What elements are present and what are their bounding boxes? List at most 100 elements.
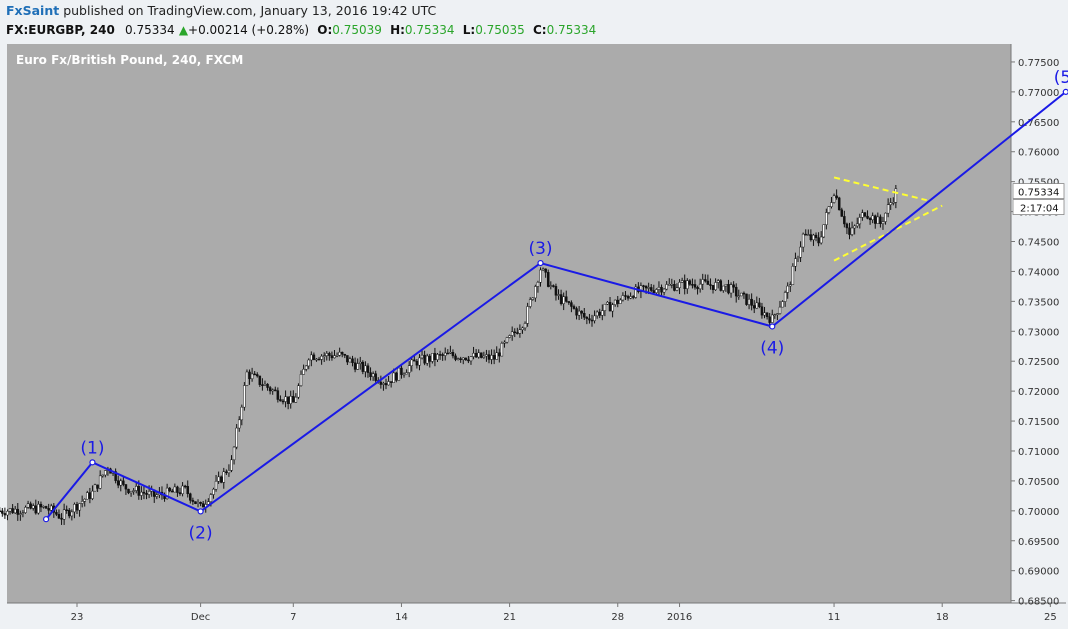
candle-body xyxy=(629,296,632,299)
candle-body xyxy=(786,285,789,293)
candle-body xyxy=(621,295,625,301)
candle-body xyxy=(510,331,514,336)
high-value: 0.75334 xyxy=(404,23,455,37)
candle-body xyxy=(8,508,12,512)
candle-body xyxy=(124,484,128,490)
candle-body xyxy=(346,355,349,363)
plot-area[interactable] xyxy=(7,44,1011,603)
candle-body xyxy=(325,353,329,356)
candle-body xyxy=(250,373,254,380)
candle-body xyxy=(879,216,882,225)
candle-body xyxy=(68,509,71,517)
candle-body xyxy=(590,319,594,322)
candle-body xyxy=(706,280,710,285)
candle-body xyxy=(840,209,844,217)
candle-body xyxy=(688,280,692,285)
candle-body xyxy=(261,384,264,386)
wave-point-handle[interactable] xyxy=(537,259,544,267)
wave-point-handle[interactable] xyxy=(1062,88,1068,95)
candle-body xyxy=(693,284,697,288)
candle-body xyxy=(804,233,807,236)
candle-body xyxy=(606,301,609,305)
candle-body xyxy=(235,427,238,448)
candle-body xyxy=(765,312,769,318)
candle-body xyxy=(886,204,890,214)
triangle-trendline[interactable] xyxy=(833,176,927,202)
candle-body xyxy=(6,511,9,516)
y-tick-label: 0.76500 xyxy=(1018,118,1059,129)
candle-body xyxy=(312,354,316,360)
y-tick-label: 0.71000 xyxy=(1018,447,1059,458)
candle-body xyxy=(155,494,159,497)
candle-body xyxy=(819,236,823,244)
candle-body xyxy=(531,297,535,300)
candle-body xyxy=(642,285,645,287)
candle-body xyxy=(843,216,846,225)
candle-body xyxy=(698,283,702,290)
candle-body xyxy=(668,284,671,286)
candle-body xyxy=(472,352,475,357)
candle-body xyxy=(462,357,465,360)
price-axis[interactable] xyxy=(1011,44,1066,603)
candle-body xyxy=(413,359,416,362)
candle-body xyxy=(624,295,627,297)
candle-body xyxy=(248,371,251,380)
candle-body xyxy=(431,353,434,362)
candle-body xyxy=(595,311,599,317)
wave-point-handle[interactable] xyxy=(197,508,204,515)
candle-body xyxy=(83,498,86,502)
wave-point-handle[interactable] xyxy=(89,459,96,466)
wave-label[interactable]: (2) xyxy=(189,523,213,543)
y-tick-label: 0.75500 xyxy=(1018,178,1059,189)
wave-point-handle[interactable] xyxy=(42,516,50,523)
candle-body xyxy=(557,294,560,296)
y-tick-label: 0.72500 xyxy=(1018,357,1059,368)
candle-body xyxy=(16,508,20,515)
published-text: published on TradingView.com, January 13… xyxy=(63,3,437,18)
candle-body xyxy=(225,471,228,474)
candle-body xyxy=(781,301,784,308)
candle-body xyxy=(44,506,48,509)
wave-label[interactable]: (4) xyxy=(760,338,784,358)
publisher-name[interactable]: FxSaint xyxy=(6,3,60,18)
candle-body xyxy=(237,419,241,429)
candle-body xyxy=(320,355,323,360)
candle-body xyxy=(428,355,432,362)
wave-point-handle[interactable] xyxy=(769,323,776,330)
candle-body xyxy=(382,383,385,385)
elliott-wave-line[interactable] xyxy=(45,91,1067,520)
wave-label[interactable]: (5) xyxy=(1054,68,1068,88)
candle-body xyxy=(274,389,277,392)
candle-body xyxy=(13,508,17,514)
x-tick-label: 2016 xyxy=(667,612,692,623)
candle-body xyxy=(134,486,138,491)
candle-body xyxy=(639,285,643,292)
wave-label[interactable]: (1) xyxy=(80,438,104,458)
candle-body xyxy=(662,288,666,293)
y-tick-label: 0.77000 xyxy=(1018,88,1059,99)
candle-body xyxy=(794,258,797,267)
candle-body xyxy=(433,353,437,360)
candle-body xyxy=(3,513,7,516)
candle-body xyxy=(451,352,455,357)
candle-body xyxy=(441,354,444,356)
candle-body xyxy=(889,202,892,205)
candle-body xyxy=(848,227,851,235)
candle-body xyxy=(647,287,650,289)
candle-body xyxy=(480,352,483,358)
candle-body xyxy=(418,357,421,366)
candle-body xyxy=(304,365,308,370)
candle-body xyxy=(281,400,285,403)
y-tick-label: 0.69000 xyxy=(1018,567,1059,578)
candle-body xyxy=(116,480,120,486)
candle-body xyxy=(21,512,25,514)
candle-body xyxy=(758,302,761,307)
candle-body xyxy=(474,352,478,358)
candle-body xyxy=(292,396,295,403)
candle-body xyxy=(892,202,895,204)
candle-body xyxy=(858,217,862,225)
candle-body xyxy=(307,359,310,367)
candle-body xyxy=(747,298,751,305)
wave-label[interactable]: (3) xyxy=(528,239,552,259)
